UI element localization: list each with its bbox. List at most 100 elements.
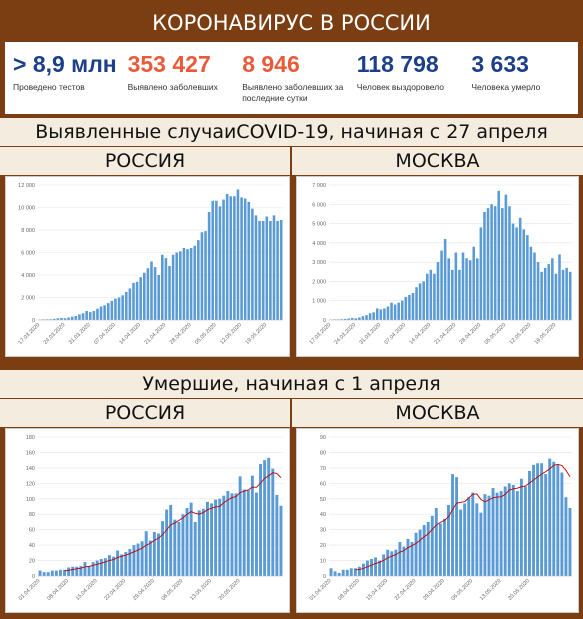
bar [275, 494, 279, 576]
bar [146, 268, 150, 320]
bar [171, 254, 175, 320]
bar [74, 316, 78, 320]
x-tick-label: 20.05.2020 [218, 578, 242, 602]
y-tick-label: 40 [320, 512, 326, 518]
bar [114, 298, 117, 320]
bar [136, 543, 140, 576]
bar [193, 521, 197, 576]
stat-new-cases-value: 8 946 [242, 51, 300, 77]
bar [540, 271, 543, 320]
y-tick-label: 80 [320, 450, 326, 456]
y-tick-label: 6 000 [312, 202, 326, 208]
y-tick-label: 0 [32, 574, 35, 580]
bar [214, 499, 218, 576]
x-tick-label: 08.04.2020 [46, 578, 70, 602]
stat-cases: 353 427 Выявлено заболевших [120, 42, 235, 114]
bar [204, 231, 207, 320]
y-tick-label: 2 000 [21, 296, 35, 302]
bar [139, 277, 142, 320]
x-tick-label: 19.05.2020 [534, 322, 558, 346]
x-tick-label: 29.04.2020 [422, 578, 446, 602]
bar [218, 498, 222, 576]
bar [370, 559, 373, 576]
bar [518, 217, 522, 320]
y-tick-label: 2 000 [312, 279, 326, 285]
bar [526, 235, 529, 320]
bar [246, 490, 250, 576]
bar [215, 200, 218, 320]
bar [558, 254, 561, 320]
bar [222, 495, 226, 576]
bar [128, 548, 132, 576]
trend-line [64, 472, 282, 572]
stats-panel: > 8,9 млн Проведено тестов 353 427 Выявл… [5, 42, 578, 114]
bar [382, 554, 386, 576]
y-tick-label: 20 [320, 543, 326, 549]
bar [390, 551, 394, 576]
bar [103, 558, 107, 576]
label-russia-deaths: РОССИЯ [0, 399, 290, 427]
bar [329, 568, 333, 576]
bar [418, 283, 422, 320]
bar [211, 200, 215, 320]
y-tick-label: 4 000 [21, 273, 35, 279]
bar [229, 196, 233, 320]
bar [279, 505, 283, 576]
x-tick-label: 07.04.2020 [93, 322, 117, 346]
stat-deaths-value: 3 633 [471, 51, 529, 77]
x-tick-label: 19.05.2020 [244, 322, 268, 346]
bar [233, 196, 236, 320]
bar [404, 296, 408, 320]
bar [493, 206, 497, 320]
bar [529, 246, 533, 320]
bar [261, 221, 265, 320]
x-tick-label: 28.04.2020 [169, 322, 193, 346]
bar [120, 554, 124, 576]
bar [157, 275, 160, 320]
bar [197, 510, 201, 576]
bar [263, 460, 267, 576]
bar [70, 316, 74, 320]
bar [251, 208, 254, 320]
bar [124, 552, 128, 576]
x-tick-label: 22.04.2020 [394, 578, 418, 602]
bar [565, 267, 568, 320]
bar [372, 312, 375, 320]
bar [422, 525, 426, 576]
y-tick-label: 12 000 [18, 183, 35, 189]
chart-russia-cases: 0 2 000 4 000 6 000 8 000 10 000 12 000 17.03.2… [5, 176, 290, 357]
bar [458, 269, 461, 320]
bar [225, 194, 229, 320]
chart-russia-deaths: 0 20 40 60 80 100 120 140 160 180 01.04.2020 08.04.… [5, 428, 290, 613]
x-tick-label: 13.05.2020 [189, 578, 213, 602]
bar [361, 563, 365, 576]
bar [189, 248, 193, 320]
bar [186, 249, 189, 320]
bar [112, 556, 116, 576]
bar [254, 215, 258, 320]
y-tick-label: 80 [29, 512, 35, 518]
bar [533, 252, 536, 320]
bar [258, 221, 261, 320]
bar [200, 232, 204, 320]
y-tick-label: 6 000 [21, 251, 35, 257]
bar [189, 502, 193, 576]
bar [177, 521, 181, 576]
y-tick-label: 0 [323, 574, 326, 580]
bar [422, 281, 425, 320]
bar [276, 221, 279, 320]
bar [560, 472, 564, 576]
bar [410, 542, 414, 576]
bar [548, 458, 552, 576]
bar [193, 245, 197, 320]
bar [96, 308, 99, 320]
bar [56, 318, 60, 320]
x-tick-label: 17.03.2020 [18, 322, 42, 346]
bar [551, 258, 554, 320]
bar [443, 239, 447, 320]
bar [357, 566, 361, 576]
stat-recovered: 118 798 Человек выздоровело [349, 42, 464, 114]
x-tick-label: 13.05.2020 [479, 578, 503, 602]
x-tick-label: 24.03.2020 [334, 322, 358, 346]
bar [486, 208, 490, 320]
